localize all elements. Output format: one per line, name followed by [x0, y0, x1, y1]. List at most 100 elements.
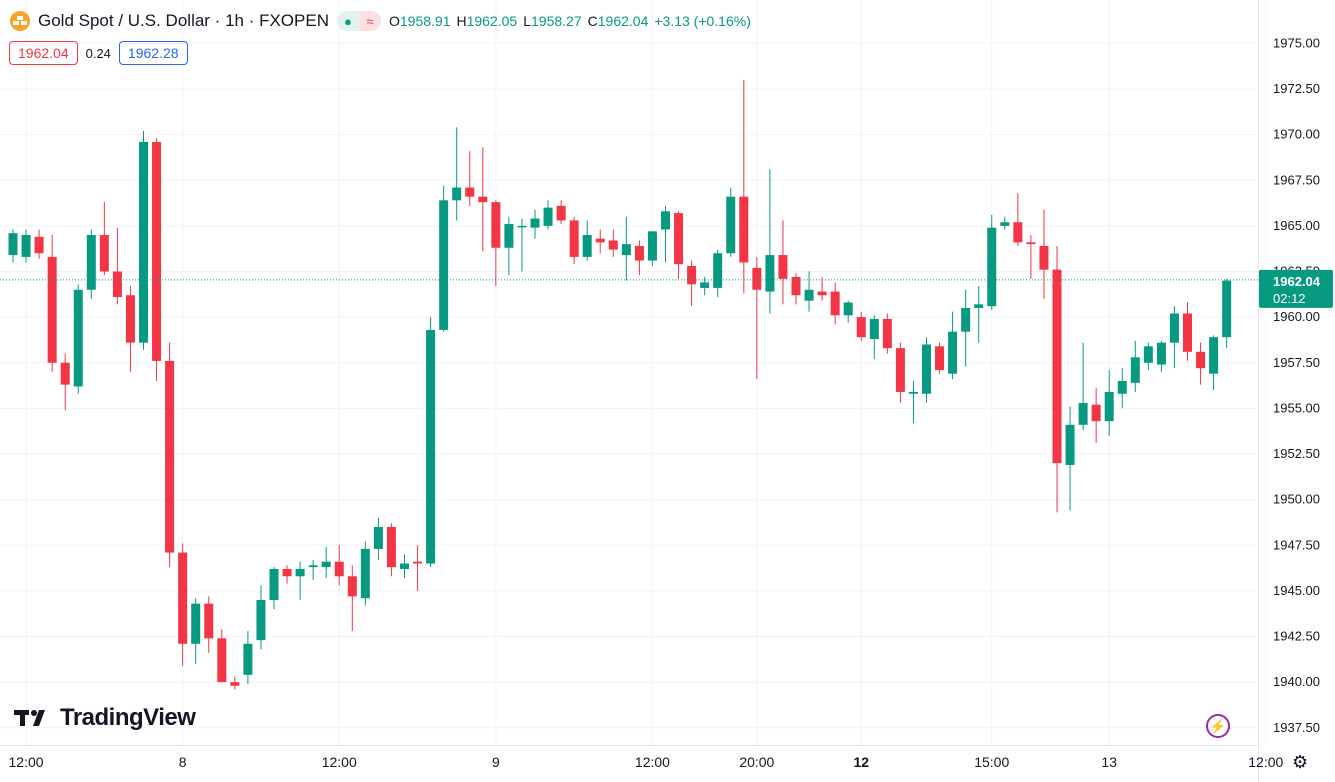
time-tick-label: 12 — [853, 754, 869, 770]
candle-body — [191, 603, 201, 644]
candle-body — [869, 318, 879, 340]
candle-body — [530, 218, 540, 228]
candle-body — [765, 255, 775, 292]
candle-body — [60, 362, 70, 385]
candle-body — [152, 141, 162, 361]
candle-body — [1039, 245, 1049, 270]
candle-body — [778, 255, 788, 279]
candle-body — [400, 563, 409, 569]
candle-body — [504, 224, 514, 248]
time-tick-label: 12:00 — [322, 754, 357, 770]
candle-body — [139, 141, 148, 343]
trade-buttons: 1962.04 0.24 1962.28 — [9, 41, 188, 65]
candle-body — [595, 238, 605, 243]
candle-body — [713, 253, 723, 288]
candle-body — [204, 603, 214, 639]
low-value: 1958.27 — [531, 13, 582, 29]
candle-body — [974, 304, 984, 308]
high-value: 1962.05 — [466, 13, 518, 29]
candle-body — [647, 231, 657, 261]
candle-body — [582, 235, 592, 257]
candle-body — [1065, 424, 1075, 465]
candle-body — [726, 196, 736, 254]
candle-body — [1143, 346, 1153, 363]
candle-body — [491, 202, 501, 248]
candle-body — [1000, 222, 1010, 226]
candle-body — [413, 561, 423, 564]
candle-body — [47, 256, 57, 363]
buy-button[interactable]: 1962.28 — [118, 41, 188, 65]
candle-body — [608, 240, 618, 250]
candle-body — [856, 317, 866, 338]
time-tick-label: 20:00 — [739, 754, 774, 770]
candle-body — [386, 527, 396, 568]
time-tick-label: 8 — [179, 754, 187, 770]
candle-body — [73, 289, 83, 387]
market-open-dot-icon: ● — [336, 11, 359, 31]
spread-value: 0.24 — [85, 45, 111, 61]
candle-body — [282, 568, 292, 577]
candle-body — [1052, 269, 1062, 464]
candle-body — [804, 289, 814, 301]
price-tick-label: 1957.50 — [1273, 355, 1320, 370]
candle-body — [178, 552, 188, 644]
lightning-icon[interactable]: ⚡ — [1206, 714, 1230, 738]
time-tick-label: 15:00 — [974, 754, 1009, 770]
candle-body — [948, 331, 958, 374]
price-tick-label: 1950.00 — [1273, 492, 1320, 507]
candle-body — [1183, 313, 1192, 352]
price-tick-label: 1967.50 — [1273, 172, 1320, 187]
indicator-status-pill[interactable]: ● ≈ — [336, 11, 381, 31]
candle-body — [243, 643, 253, 675]
candle-body — [99, 235, 109, 272]
time-tick-label: 12:00 — [1248, 754, 1283, 770]
candle-body — [895, 348, 905, 392]
candle-body — [1169, 313, 1179, 343]
candle-body — [1117, 381, 1127, 394]
candle-body — [634, 245, 644, 261]
candle-body — [478, 196, 488, 203]
price-tick-label: 1937.50 — [1273, 720, 1320, 735]
candle-body — [1222, 280, 1232, 338]
candle-body — [569, 220, 579, 257]
candle-body — [687, 266, 697, 285]
settings-gear-icon[interactable]: ⚙ — [1292, 752, 1309, 772]
candle-body — [426, 329, 436, 564]
sell-button[interactable]: 1962.04 — [9, 41, 78, 65]
candle-body — [125, 295, 135, 343]
price-tick-label: 1940.00 — [1273, 674, 1320, 689]
candle-body — [165, 360, 175, 553]
symbol-title[interactable]: Gold Spot / U.S. Dollar · 1h · FXOPEN — [38, 11, 329, 30]
candle-body — [543, 207, 553, 226]
time-tick-label: 12:00 — [635, 754, 670, 770]
time-tick-label: 12:00 — [9, 754, 44, 770]
change-value: +3.13 (+0.16%) — [654, 13, 751, 29]
price-tick-label: 1975.00 — [1273, 35, 1320, 50]
price-tick-label: 1952.50 — [1273, 446, 1320, 461]
candle-body — [961, 308, 971, 332]
candle-body — [1026, 242, 1036, 245]
open-value: 1958.91 — [399, 13, 451, 29]
price-tick-label: 1942.50 — [1273, 629, 1320, 644]
last-price-label: 1962.04 — [1273, 274, 1321, 289]
candle-body — [334, 561, 344, 577]
candle-body — [621, 244, 631, 256]
candle-body — [739, 196, 749, 263]
candle-body — [987, 227, 997, 307]
candle-body — [217, 638, 227, 683]
price-tick-label: 1972.50 — [1273, 81, 1320, 96]
candle-body — [674, 213, 684, 265]
candle-body — [517, 225, 527, 228]
ohlc-readout: O1958.91 H1962.05 L1958.27 C1962.04 +3.1… — [388, 13, 751, 29]
tradingview-logo[interactable]: TradingView — [14, 704, 196, 732]
price-tick-label: 1947.50 — [1273, 537, 1320, 552]
candle-body — [1156, 342, 1166, 365]
price-tick-label: 1960.00 — [1273, 309, 1320, 324]
candle-body — [308, 565, 318, 568]
candle-body — [556, 205, 566, 221]
candle-body — [230, 682, 240, 686]
candle-body — [830, 291, 840, 316]
candle-body — [269, 568, 279, 600]
price-tick-label: 1955.00 — [1273, 400, 1320, 415]
